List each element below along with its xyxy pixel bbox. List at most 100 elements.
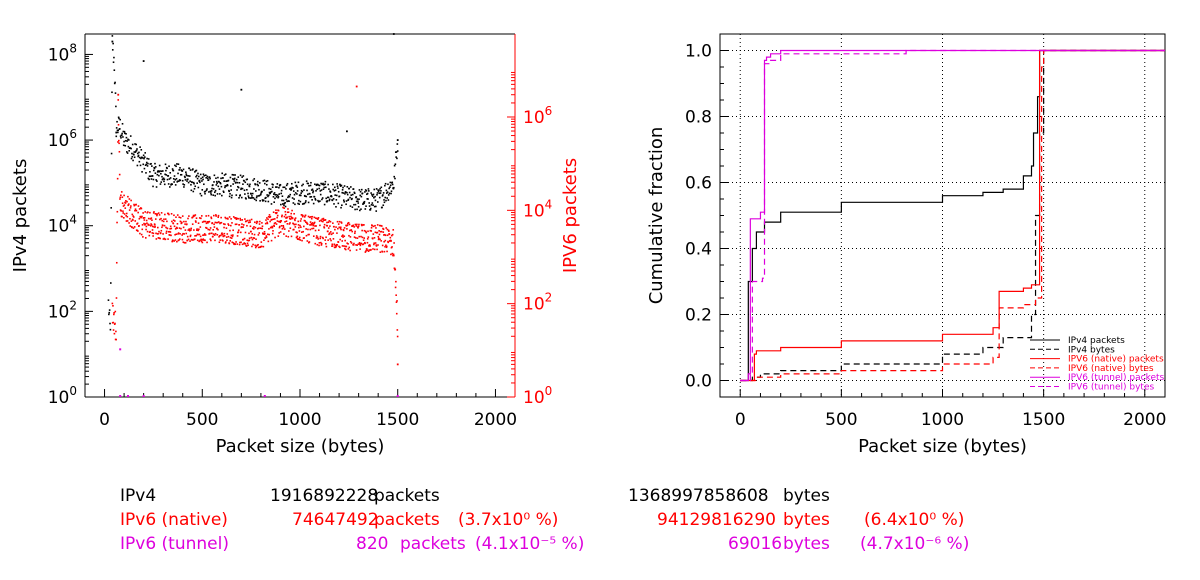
ipv6-native-point bbox=[179, 220, 182, 223]
ipv4-point bbox=[351, 197, 353, 200]
ipv4-point bbox=[192, 168, 194, 170]
ipv6-native-point bbox=[284, 220, 286, 223]
ipv6-native-point bbox=[298, 238, 300, 241]
ipv4-point bbox=[351, 193, 354, 196]
ipv6-native-point bbox=[170, 227, 173, 230]
ipv6-native-point bbox=[320, 219, 322, 222]
ipv6-native-point bbox=[202, 239, 205, 241]
ipv4-point bbox=[239, 174, 242, 177]
ipv4-point bbox=[220, 177, 222, 180]
ipv6-native-point bbox=[232, 234, 234, 236]
ipv6-native-point bbox=[299, 239, 302, 241]
ipv6-native-point bbox=[156, 214, 158, 217]
ipv4-point bbox=[369, 209, 372, 211]
ipv6-native-point bbox=[290, 215, 292, 218]
ipv6-native-point bbox=[132, 216, 135, 218]
ipv4-point bbox=[138, 156, 141, 159]
right-y-tick-label: 106 bbox=[523, 104, 552, 128]
ipv6-native-point bbox=[396, 335, 399, 338]
ipv4-point bbox=[308, 185, 310, 187]
ipv6-native-point bbox=[191, 216, 194, 219]
ipv6-native-point bbox=[290, 235, 293, 238]
ipv6-native-point bbox=[182, 226, 185, 229]
ipv4-point bbox=[297, 202, 299, 205]
ipv4-point bbox=[378, 189, 380, 192]
ipv6-native-point bbox=[353, 226, 356, 228]
ipv4-point bbox=[131, 152, 133, 155]
ipv6-native-point bbox=[315, 237, 318, 239]
ipv6-native-point bbox=[374, 231, 377, 234]
ipv6-native-point bbox=[340, 222, 343, 224]
ipv6-native-point bbox=[283, 228, 286, 230]
ipv6-native-point bbox=[344, 245, 347, 248]
ipv4-point bbox=[135, 149, 138, 152]
ipv6-native-point bbox=[291, 209, 293, 212]
ipv6-native-point bbox=[252, 237, 255, 239]
ipv4-point bbox=[354, 208, 356, 211]
ipv6-native-point bbox=[217, 221, 220, 223]
ipv6-native-point bbox=[255, 238, 257, 241]
ipv6-native-point bbox=[364, 251, 367, 253]
ipv4-point bbox=[168, 178, 171, 180]
ipv6-native-point bbox=[152, 235, 154, 237]
ipv6-native-point bbox=[198, 217, 201, 219]
ipv6-native-point bbox=[185, 220, 187, 223]
ipv4-point bbox=[224, 173, 227, 175]
ipv4-point bbox=[147, 162, 149, 165]
ipv4-point bbox=[133, 151, 136, 153]
ipv6-native-point bbox=[314, 229, 317, 232]
ipv4-point bbox=[352, 188, 355, 190]
ipv6-native-point bbox=[227, 223, 229, 225]
ipv4-point bbox=[367, 198, 369, 200]
ipv6-native-point bbox=[231, 222, 233, 224]
ipv6-native-point bbox=[132, 227, 135, 229]
y-tick-label: 0.0 bbox=[685, 372, 712, 392]
ipv6-native-point bbox=[112, 305, 114, 307]
ipv6-native-point bbox=[323, 223, 326, 226]
ipv6-native-point bbox=[313, 221, 316, 224]
ipv6-native-point bbox=[266, 222, 269, 225]
ipv4-point bbox=[216, 193, 219, 195]
ipv6-native-point bbox=[379, 238, 381, 241]
ipv4-point bbox=[113, 56, 115, 59]
ipv4-point bbox=[355, 200, 358, 203]
ipv6-native-point bbox=[241, 223, 243, 225]
ipv4-point bbox=[340, 184, 343, 187]
ipv4-point bbox=[248, 185, 251, 188]
ipv6-native-point bbox=[162, 220, 165, 223]
ipv4-point bbox=[356, 208, 358, 211]
ipv6-native-point bbox=[371, 237, 374, 240]
ipv4-point bbox=[255, 199, 258, 202]
ipv6-native-point bbox=[232, 216, 235, 218]
ipv6-native-point bbox=[242, 224, 245, 226]
ipv6-native-point bbox=[238, 224, 241, 226]
ipv6-native-point bbox=[138, 208, 141, 210]
ipv4-point bbox=[173, 175, 176, 177]
ipv6-native-point bbox=[250, 230, 252, 233]
ipv6-native-point bbox=[370, 248, 372, 251]
ipv6-native-point bbox=[213, 214, 215, 217]
ipv4-point bbox=[134, 151, 137, 153]
ipv6-native-point bbox=[354, 223, 357, 226]
ipv6-native-point bbox=[358, 223, 360, 226]
ipv6-native-point bbox=[236, 243, 239, 245]
ipv4-point bbox=[328, 199, 331, 202]
ipv4-point bbox=[375, 188, 378, 190]
ipv4-point bbox=[196, 177, 199, 180]
ipv6-native-point bbox=[319, 224, 321, 227]
ipv4-point bbox=[199, 173, 202, 176]
ipv6-native-point bbox=[183, 233, 185, 235]
ipv4-point bbox=[299, 194, 302, 197]
ipv6-native-point bbox=[365, 231, 368, 234]
ipv4-point bbox=[311, 188, 314, 191]
ipv4-point bbox=[252, 197, 255, 199]
ipv4-point bbox=[373, 205, 376, 208]
ipv6-native-point bbox=[283, 215, 286, 218]
ipv4-point bbox=[112, 61, 115, 64]
ipv4-point bbox=[262, 180, 265, 182]
ipv6-native-point bbox=[116, 210, 119, 213]
ipv6-native-point bbox=[137, 211, 139, 214]
ipv6-native-point bbox=[257, 246, 260, 249]
ipv6-native-point bbox=[161, 224, 164, 227]
ipv6-native-point bbox=[361, 236, 364, 239]
